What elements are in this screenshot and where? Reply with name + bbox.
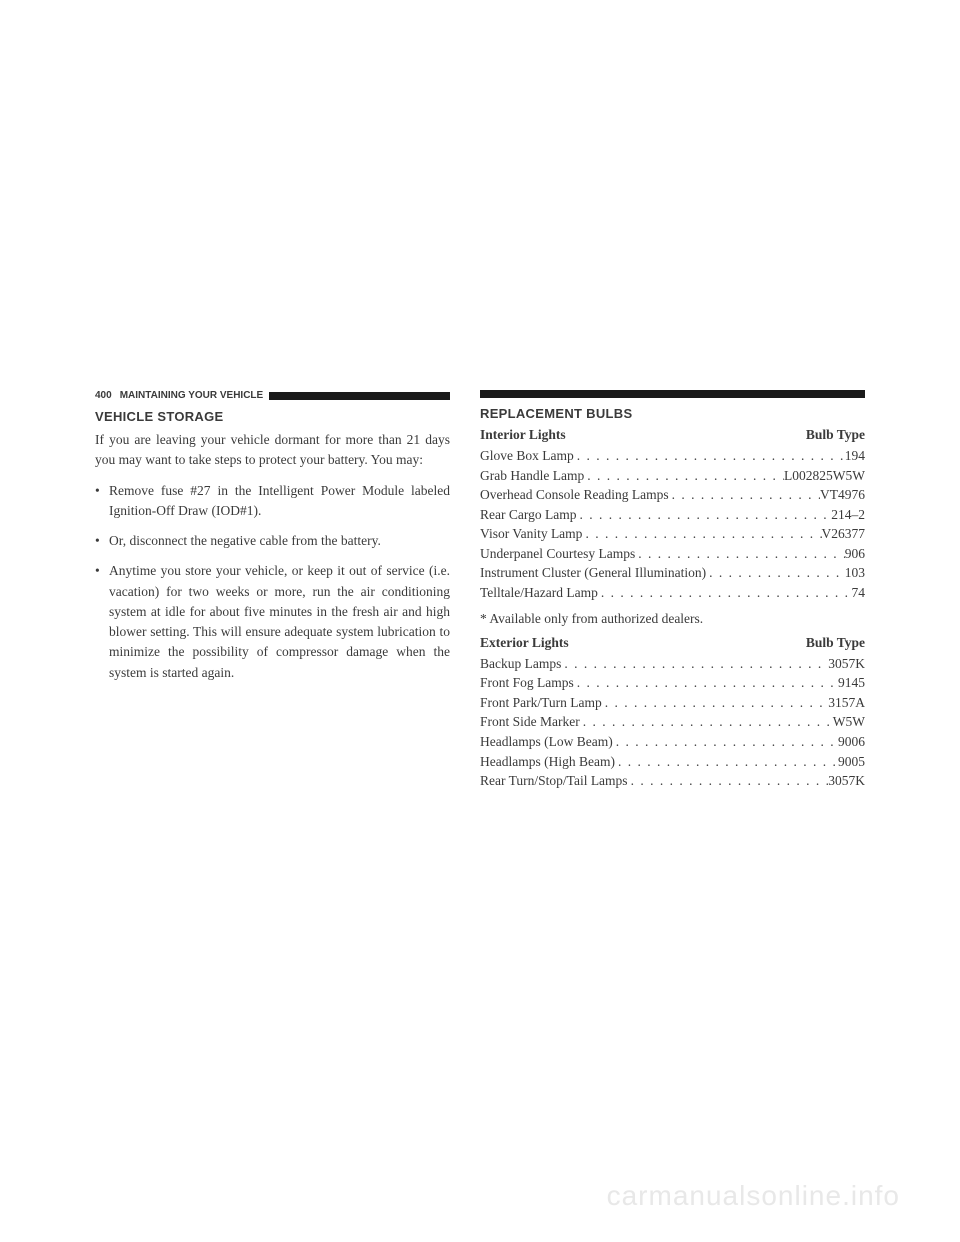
- dot-leader: . . . . . . . . . . . . . . . . . . . . …: [582, 524, 821, 544]
- bulb-label: Visor Vanity Lamp: [480, 524, 582, 544]
- bulb-value: W5W: [833, 712, 865, 732]
- bulb-label: Overhead Console Reading Lamps: [480, 485, 669, 505]
- bulb-label: Rear Turn/Stop/Tail Lamps: [480, 771, 628, 791]
- dot-leader: . . . . . . . . . . . . . . . . . . . . …: [580, 712, 833, 732]
- bulb-row: Rear Turn/Stop/Tail Lamps. . . . . . . .…: [480, 771, 865, 791]
- bulb-label: Glove Box Lamp: [480, 446, 574, 466]
- exterior-header-left: Exterior Lights: [480, 635, 569, 651]
- interior-header-left: Interior Lights: [480, 427, 566, 443]
- bulb-label: Backup Lamps: [480, 654, 561, 674]
- bulb-value: 3057K: [828, 771, 865, 791]
- bulb-value: L002825W5W: [784, 466, 865, 486]
- bulb-label: Telltale/Hazard Lamp: [480, 583, 598, 603]
- dot-leader: . . . . . . . . . . . . . . . . . . . . …: [576, 505, 831, 525]
- interior-header-right: Bulb Type: [806, 427, 865, 443]
- left-heading: VEHICLE STORAGE: [95, 409, 450, 424]
- bulb-row: Overhead Console Reading Lamps. . . . . …: [480, 485, 865, 505]
- right-header-bar: [480, 390, 865, 398]
- bulb-row: Glove Box Lamp. . . . . . . . . . . . . …: [480, 446, 865, 466]
- dot-leader: . . . . . . . . . . . . . . . . . . . . …: [561, 654, 828, 674]
- dot-leader: . . . . . . . . . . . . . . . . . . . . …: [584, 466, 784, 486]
- bulb-label: Grab Handle Lamp: [480, 466, 584, 486]
- bulb-row: Front Park/Turn Lamp. . . . . . . . . . …: [480, 693, 865, 713]
- bulb-row: Headlamps (High Beam). . . . . . . . . .…: [480, 752, 865, 772]
- bulb-label: Instrument Cluster (General Illumination…: [480, 563, 706, 583]
- dot-leader: . . . . . . . . . . . . . . . . . . . . …: [628, 771, 829, 791]
- bulb-row: Underpanel Courtesy Lamps. . . . . . . .…: [480, 544, 865, 564]
- page-number: 400: [95, 390, 112, 401]
- header-bar: [269, 392, 450, 400]
- bulb-value: 9006: [838, 732, 865, 752]
- bulb-value: 3157A: [828, 693, 865, 713]
- bulb-value: 9145: [838, 673, 865, 693]
- bullet-item: Or, disconnect the negative cable from t…: [95, 531, 450, 551]
- bulb-label: Front Park/Turn Lamp: [480, 693, 602, 713]
- dot-leader: . . . . . . . . . . . . . . . . . . . . …: [574, 673, 838, 693]
- interior-rows: Glove Box Lamp. . . . . . . . . . . . . …: [480, 446, 865, 603]
- dot-leader: . . . . . . . . . . . . . . . . . . . . …: [613, 732, 838, 752]
- bulb-value: 214–2: [831, 505, 865, 525]
- bulb-label: Underpanel Courtesy Lamps: [480, 544, 635, 564]
- dot-leader: . . . . . . . . . . . . . . . . . . . . …: [669, 485, 820, 505]
- bulb-label: Front Side Marker: [480, 712, 580, 732]
- dot-leader: . . . . . . . . . . . . . . . . . . . . …: [602, 693, 828, 713]
- bulb-value: 3057K: [828, 654, 865, 674]
- page-header: 400 MAINTAINING YOUR VEHICLE: [95, 390, 450, 401]
- dot-leader: . . . . . . . . . . . . . . . . . . . . …: [706, 563, 845, 583]
- bulb-value: 74: [852, 583, 866, 603]
- bulb-row: Front Side Marker. . . . . . . . . . . .…: [480, 712, 865, 732]
- right-column: REPLACEMENT BULBS Interior Lights Bulb T…: [480, 390, 865, 791]
- bulb-value: VT4976: [820, 485, 865, 505]
- dot-leader: . . . . . . . . . . . . . . . . . . . . …: [574, 446, 845, 466]
- header-bar: [480, 390, 865, 398]
- bulb-value: 194: [845, 446, 865, 466]
- dot-leader: . . . . . . . . . . . . . . . . . . . . …: [615, 752, 838, 772]
- note-text: * Available only from authorized dealers…: [480, 609, 865, 629]
- bulb-row: Visor Vanity Lamp. . . . . . . . . . . .…: [480, 524, 865, 544]
- bulb-value: V26377: [822, 524, 866, 544]
- interior-table-header: Interior Lights Bulb Type: [480, 427, 865, 443]
- bulb-row: Rear Cargo Lamp. . . . . . . . . . . . .…: [480, 505, 865, 525]
- right-heading: REPLACEMENT BULBS: [480, 406, 865, 421]
- dot-leader: . . . . . . . . . . . . . . . . . . . . …: [598, 583, 852, 603]
- watermark: carmanualsonline.info: [607, 1180, 900, 1212]
- bullet-list: Remove fuse #27 in the Intelligent Power…: [95, 481, 450, 683]
- section-name: MAINTAINING YOUR VEHICLE: [120, 390, 264, 401]
- bulb-value: 906: [845, 544, 865, 564]
- intro-paragraph: If you are leaving your vehicle dormant …: [95, 430, 450, 471]
- page-content: 400 MAINTAINING YOUR VEHICLE VEHICLE STO…: [95, 390, 865, 791]
- exterior-rows: Backup Lamps. . . . . . . . . . . . . . …: [480, 654, 865, 791]
- bulb-label: Front Fog Lamps: [480, 673, 574, 693]
- bulb-value: 9005: [838, 752, 865, 772]
- bulb-row: Grab Handle Lamp. . . . . . . . . . . . …: [480, 466, 865, 486]
- dot-leader: . . . . . . . . . . . . . . . . . . . . …: [635, 544, 845, 564]
- bulb-row: Headlamps (Low Beam). . . . . . . . . . …: [480, 732, 865, 752]
- exterior-header-right: Bulb Type: [806, 635, 865, 651]
- left-column: 400 MAINTAINING YOUR VEHICLE VEHICLE STO…: [95, 390, 450, 791]
- bulb-row: Telltale/Hazard Lamp. . . . . . . . . . …: [480, 583, 865, 603]
- bulb-label: Rear Cargo Lamp: [480, 505, 576, 525]
- bulb-row: Front Fog Lamps. . . . . . . . . . . . .…: [480, 673, 865, 693]
- exterior-table-header: Exterior Lights Bulb Type: [480, 635, 865, 651]
- bulb-row: Backup Lamps. . . . . . . . . . . . . . …: [480, 654, 865, 674]
- bulb-value: 103: [845, 563, 865, 583]
- bullet-item: Remove fuse #27 in the Intelligent Power…: [95, 481, 450, 522]
- bulb-label: Headlamps (High Beam): [480, 752, 615, 772]
- bulb-label: Headlamps (Low Beam): [480, 732, 613, 752]
- bulb-row: Instrument Cluster (General Illumination…: [480, 563, 865, 583]
- bullet-item: Anytime you store your vehicle, or keep …: [95, 561, 450, 683]
